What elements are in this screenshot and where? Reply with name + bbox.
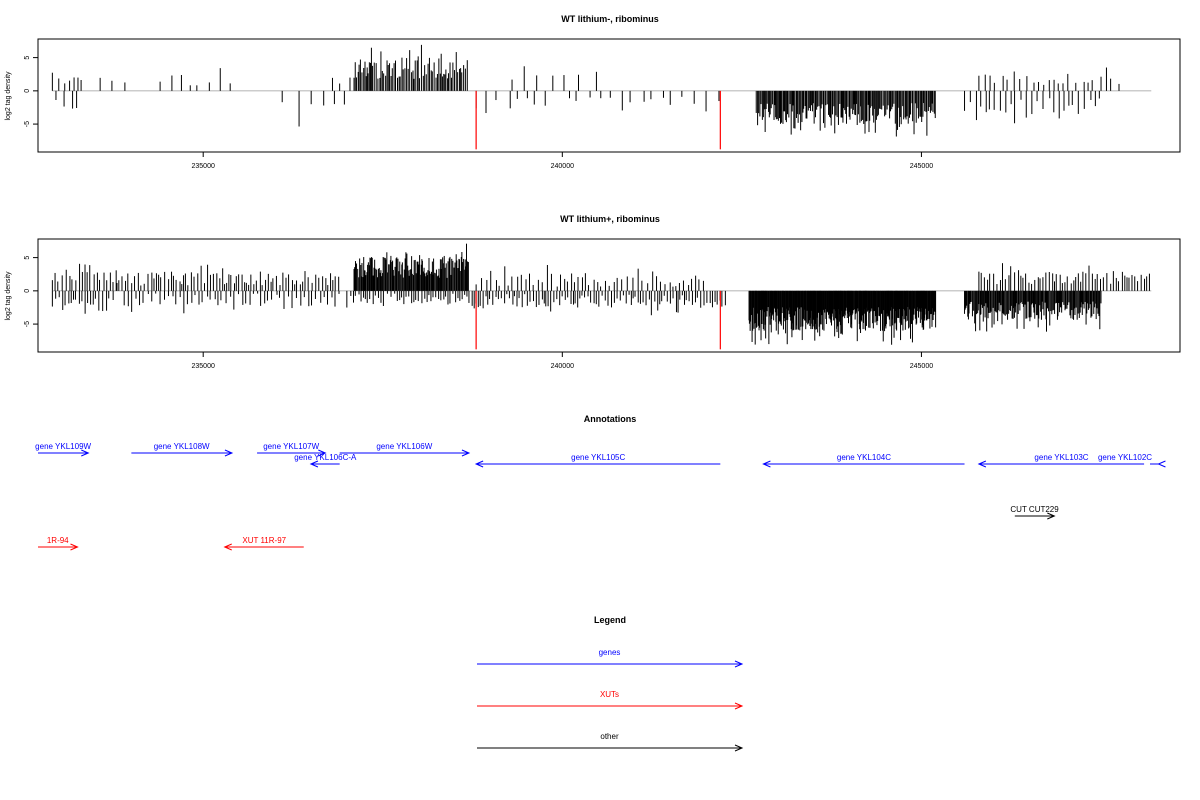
feature-label: 1R-94 — [47, 536, 69, 545]
track-panel-lithium-plus: WT lithium+, ribominus log2 tag density … — [5, 214, 1181, 370]
annotation-features: gene YKL109W gene YKL108W gene YKL107W gene… — [35, 442, 1166, 551]
arrowhead-icon — [223, 543, 232, 551]
x-tick-label: 235000 — [192, 363, 215, 370]
legend-label: other — [600, 732, 619, 741]
density-bars — [51, 44, 1152, 150]
feature-label: gene YKL105C — [571, 453, 625, 462]
track-panel-lithium-minus: WT lithium-, ribominus log2 tag density … — [5, 14, 1181, 170]
arrowhead-icon — [762, 460, 771, 468]
feature-label: gene YKL108W — [154, 442, 210, 451]
annotation-feature: gene YKL106W — [339, 442, 471, 457]
x-tick-label: 235000 — [192, 163, 215, 170]
annotation-feature: CUT CUT229 — [1010, 505, 1059, 520]
legend-items: genes XUTs other — [477, 648, 744, 752]
y-tick-label: 0 — [24, 89, 31, 93]
arrowhead-icon — [474, 460, 484, 468]
arrowhead-icon — [1157, 460, 1166, 468]
x-tick-label: 240000 — [551, 363, 574, 370]
feature-label: gene YKL102C — [1098, 453, 1152, 462]
arrowhead-icon — [70, 543, 79, 551]
annotation-feature: 1R-94 — [38, 536, 79, 551]
y-axis-label: log2 tag density — [5, 71, 12, 121]
feature-label: gene YKL107W — [263, 442, 319, 451]
arrowhead-icon — [734, 702, 744, 710]
annotation-feature: gene YKL102C — [1098, 453, 1166, 468]
y-tick-label: -5 — [24, 321, 31, 327]
axes: 235000 240000 245000 -5 0 5 — [24, 256, 933, 370]
arrowhead-icon — [734, 660, 744, 668]
annotation-feature: gene YKL103C — [977, 453, 1145, 468]
y-tick-label: 0 — [24, 289, 31, 293]
x-tick-label: 245000 — [910, 363, 933, 370]
feature-label: gene YKL106W — [376, 442, 432, 451]
y-axis-label: log2 tag density — [5, 271, 12, 321]
annotation-feature: gene YKL105C — [474, 453, 721, 468]
feature-label: XUT 11R-97 — [242, 536, 286, 545]
panel-title: WT lithium+, ribominus — [560, 214, 660, 224]
annotation-feature: gene YKL109W — [35, 442, 92, 457]
y-tick-label: 5 — [24, 56, 31, 60]
legend-item: XUTs — [477, 690, 744, 710]
arrowhead-icon — [461, 449, 471, 457]
legend-label: XUTs — [600, 690, 619, 699]
feature-label: gene YKL106C-A — [294, 453, 357, 462]
plot-frame — [37, 38, 1181, 153]
arrowhead-icon — [224, 449, 234, 457]
annotation-feature: gene YKL107W — [257, 442, 327, 457]
density-bars — [51, 243, 1152, 350]
feature-label: gene YKL109W — [35, 442, 91, 451]
annotation-feature: gene YKL104C — [762, 453, 965, 468]
axes: 235000 240000 245000 -5 0 5 — [24, 56, 933, 170]
arrowhead-icon — [81, 449, 90, 457]
annotation-feature: gene YKL106C-A — [294, 453, 357, 468]
legend-item: genes — [477, 648, 744, 668]
annotations-track: Annotations gene YKL109W gene YKL108W gene… — [35, 414, 1166, 551]
y-tick-label: 5 — [24, 256, 31, 260]
annotation-feature: gene YKL108W — [131, 442, 234, 457]
arrowhead-icon — [734, 744, 744, 752]
arrowhead-icon — [318, 449, 327, 457]
feature-label: gene YKL104C — [837, 453, 891, 462]
y-tick-label: -5 — [24, 121, 31, 127]
feature-label: gene YKL103C — [1034, 453, 1088, 462]
panel-title: WT lithium-, ribominus — [561, 14, 659, 24]
feature-label: CUT CUT229 — [1010, 505, 1059, 514]
legend-label: genes — [599, 648, 621, 657]
legend: Legend genes XUTs other — [477, 615, 744, 752]
arrowhead-icon — [977, 460, 987, 468]
plot-frame — [37, 238, 1181, 353]
annotation-feature: XUT 11R-97 — [223, 536, 304, 551]
x-tick-label: 240000 — [551, 163, 574, 170]
legend-item: other — [477, 732, 744, 752]
arrowhead-icon — [309, 460, 319, 468]
x-tick-label: 245000 — [910, 163, 933, 170]
legend-title: Legend — [594, 615, 626, 625]
arrowhead-icon — [1047, 512, 1056, 520]
annotations-title: Annotations — [584, 414, 637, 424]
